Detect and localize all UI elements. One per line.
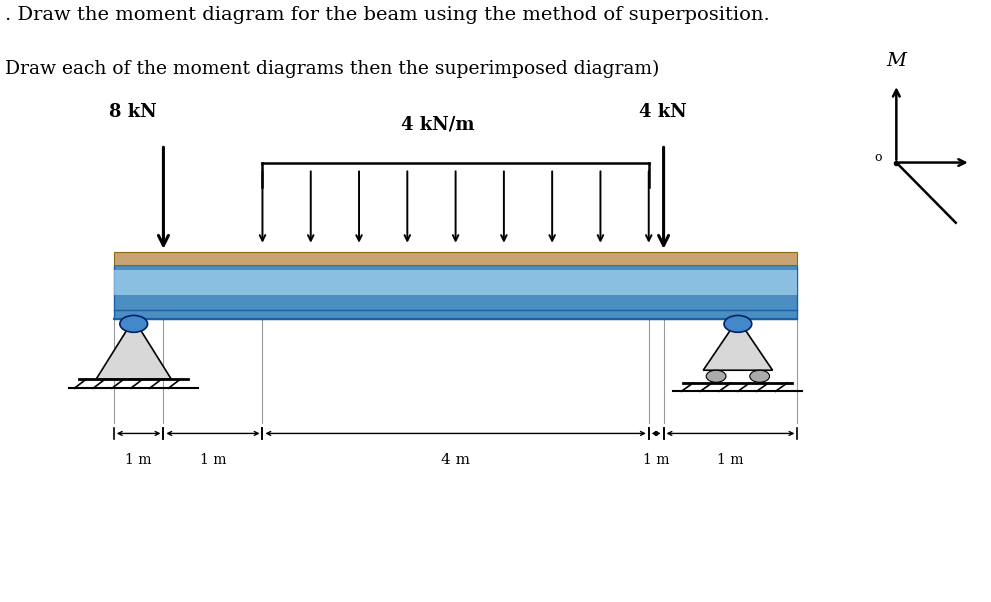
Text: 4 kN/m: 4 kN/m	[401, 116, 475, 134]
Text: 1 m: 1 m	[717, 453, 743, 467]
Text: 4 m: 4 m	[441, 453, 470, 467]
Circle shape	[707, 370, 726, 382]
Bar	[114, 252, 798, 265]
Text: Draw each of the moment diagrams then the superimposed diagram): Draw each of the moment diagrams then th…	[5, 60, 659, 78]
Text: . Draw the moment diagram for the beam using the method of superposition.: . Draw the moment diagram for the beam u…	[5, 6, 770, 24]
Text: o: o	[874, 150, 882, 164]
Circle shape	[724, 315, 752, 332]
Text: M: M	[886, 52, 907, 70]
Polygon shape	[704, 319, 773, 370]
Text: 1 m: 1 m	[643, 453, 669, 467]
Text: 1 m: 1 m	[200, 453, 226, 467]
Text: 1 m: 1 m	[126, 453, 152, 467]
Text: 8 kN: 8 kN	[109, 104, 157, 122]
Text: 4 kN: 4 kN	[639, 104, 687, 122]
Circle shape	[120, 315, 148, 332]
Bar	[114, 265, 798, 319]
Bar	[114, 270, 798, 295]
Circle shape	[750, 370, 770, 382]
Polygon shape	[96, 319, 171, 379]
